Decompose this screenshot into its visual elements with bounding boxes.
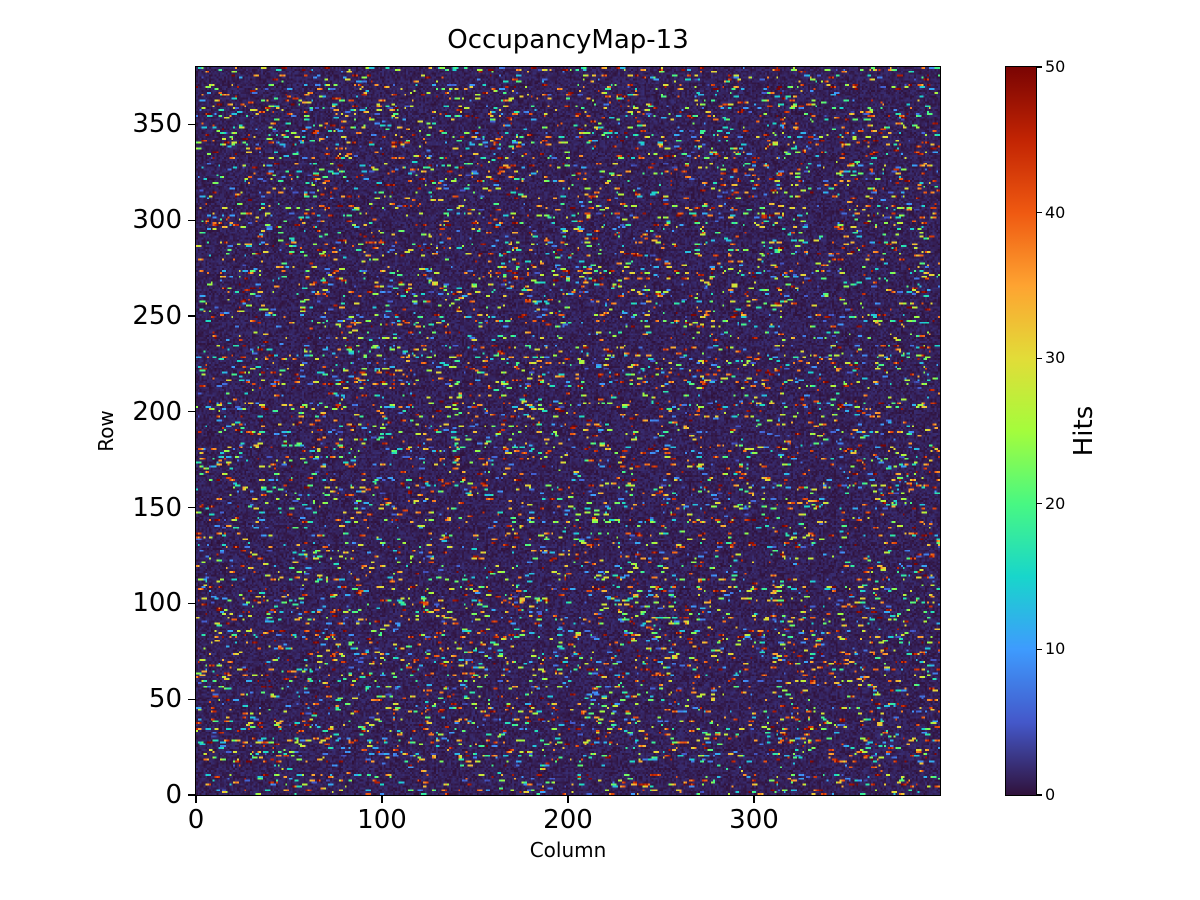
- colorbar-gradient: [1006, 67, 1036, 795]
- y-tick-label: 300: [132, 205, 182, 236]
- y-tick-mark: [188, 794, 195, 796]
- colorbar-tick-mark: [1037, 357, 1042, 359]
- x-tick-mark: [567, 796, 569, 803]
- colorbar-tick-mark: [1037, 648, 1042, 650]
- x-tick-mark: [381, 796, 383, 803]
- y-tick-mark: [188, 315, 195, 317]
- x-axis-label: Column: [529, 838, 607, 862]
- y-tick-label: 250: [132, 301, 182, 332]
- x-tick-label: 200: [543, 805, 593, 835]
- colorbar-tick-mark: [1037, 503, 1042, 505]
- colorbar-tick-label: 50: [1045, 57, 1066, 76]
- y-tick-label: 350: [132, 109, 182, 140]
- colorbar-tick-label: 40: [1045, 202, 1066, 222]
- x-tick-label: 100: [357, 805, 407, 835]
- y-tick-label: 200: [132, 396, 182, 427]
- x-tick-mark: [753, 796, 755, 803]
- y-tick-label: 150: [132, 492, 182, 523]
- colorbar-tick-mark: [1037, 212, 1042, 214]
- colorbar-tick-label: 30: [1045, 348, 1066, 368]
- chart-title: OccupancyMap-13: [447, 25, 689, 55]
- y-tick-mark: [188, 411, 195, 413]
- y-tick-mark: [188, 123, 195, 126]
- colorbar-tick-label: 20: [1045, 493, 1066, 513]
- colorbar-tick-label: 0: [1045, 785, 1056, 804]
- colorbar-tick-label: 10: [1045, 639, 1066, 659]
- colorbar-tick-mark: [1037, 794, 1042, 796]
- y-tick-label: 50: [148, 684, 182, 715]
- y-tick-mark: [188, 698, 195, 700]
- x-tick-mark: [195, 796, 197, 803]
- colorbar-label: Hits: [1069, 405, 1099, 457]
- colorbar: [1005, 66, 1037, 796]
- x-tick-label: 300: [729, 805, 779, 835]
- x-tick-label: 0: [187, 805, 205, 835]
- y-tick-mark: [188, 219, 195, 221]
- heatmap-canvas: [196, 67, 940, 795]
- colorbar-tick-mark: [1037, 66, 1042, 68]
- heatmap-plot-area: [195, 66, 941, 796]
- y-tick-mark: [188, 507, 195, 509]
- y-tick-mark: [188, 602, 195, 604]
- y-tick-label: 0: [165, 780, 182, 810]
- y-tick-label: 100: [132, 588, 182, 619]
